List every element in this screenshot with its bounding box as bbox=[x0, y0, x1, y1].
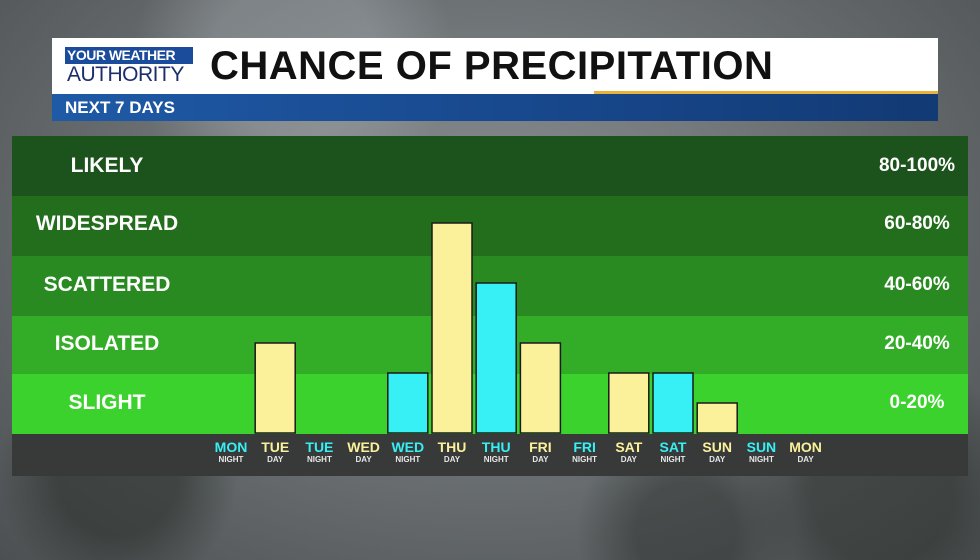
subtitle: NEXT 7 DAYS bbox=[65, 98, 175, 117]
x-tick-day: THU bbox=[481, 439, 511, 455]
x-tick-label: TUE NIGHT bbox=[297, 439, 341, 465]
x-tick-label: FRI DAY bbox=[518, 439, 562, 465]
x-tick-period: DAY bbox=[443, 455, 461, 464]
x-tick-label: WED NIGHT bbox=[386, 439, 430, 465]
x-tick-period: DAY bbox=[709, 455, 726, 464]
bar-sun-day bbox=[696, 402, 738, 434]
band-label: LIKELY bbox=[70, 154, 144, 177]
subtitle-bar: NEXT 7 DAYS bbox=[52, 94, 938, 121]
x-tick-day: TUE bbox=[305, 439, 334, 455]
x-tick-period: NIGHT bbox=[218, 455, 244, 464]
logo-bottom-text: AUTHORITY bbox=[67, 63, 184, 86]
x-tick-period: DAY bbox=[532, 455, 549, 464]
x-tick-day: FRI bbox=[529, 439, 552, 455]
x-axis-bar: MON NIGHT TUE DAY TUE NIGHT WED DAY WED NIGHT THU D… bbox=[12, 434, 968, 476]
x-tick-period: NIGHT bbox=[660, 455, 686, 464]
x-tick-label: SUN DAY bbox=[695, 439, 739, 465]
band-label: SCATTERED bbox=[43, 273, 171, 296]
x-tick-day: THU bbox=[437, 439, 467, 455]
bar-thu-day bbox=[431, 222, 473, 434]
band-label: ISOLATED bbox=[54, 332, 160, 355]
x-tick-label: MON DAY bbox=[784, 439, 828, 465]
bar-tue-day bbox=[254, 342, 296, 434]
precip-chart: LIKELY 80-100% WIDESPREAD 60-80% SCATTER… bbox=[12, 136, 968, 476]
bar-sat-night bbox=[652, 372, 694, 434]
x-tick-day: TUE bbox=[261, 439, 290, 455]
station-logo: YOUR WEATHER AUTHORITY bbox=[65, 47, 193, 85]
band-label: WIDESPREAD bbox=[35, 212, 179, 235]
x-tick-period: NIGHT bbox=[306, 455, 332, 464]
bar-fri-day bbox=[519, 342, 562, 434]
x-tick-period: DAY bbox=[355, 455, 372, 464]
x-tick-day: SAT bbox=[615, 439, 643, 455]
accent-line bbox=[594, 91, 938, 94]
x-tick-label: WED DAY bbox=[342, 439, 386, 465]
band-range: 80-100% bbox=[878, 155, 956, 176]
x-tick-label: THU DAY bbox=[430, 439, 474, 465]
band-range: 0-20% bbox=[889, 392, 945, 413]
x-tick-period: NIGHT bbox=[395, 455, 421, 464]
x-tick-label: MON NIGHT bbox=[209, 439, 253, 465]
bar-layer bbox=[254, 222, 738, 434]
x-tick-day: SUN bbox=[702, 439, 732, 455]
x-tick-period: DAY bbox=[797, 455, 814, 464]
bar-wed-night bbox=[387, 372, 429, 434]
x-tick-label: SAT NIGHT bbox=[651, 439, 695, 465]
bar-thu-night bbox=[475, 282, 517, 434]
page-title: CHANCE OF PRECIPITATION bbox=[210, 44, 774, 88]
x-tick-label: SAT DAY bbox=[607, 439, 651, 465]
x-tick-period: NIGHT bbox=[748, 455, 774, 464]
title-banner: YOUR WEATHER AUTHORITY CHANCE OF PRECIPI… bbox=[52, 38, 938, 94]
x-tick-day: SUN bbox=[746, 439, 777, 455]
x-tick-period: NIGHT bbox=[483, 455, 509, 464]
x-tick-period: NIGHT bbox=[572, 455, 598, 464]
band-likely: LIKELY 80-100% bbox=[12, 136, 968, 196]
band-range: 20-40% bbox=[884, 333, 950, 354]
logo-top-text: YOUR WEATHER bbox=[65, 47, 193, 64]
x-tick-day: MON bbox=[214, 439, 248, 455]
x-tick-label: TUE DAY bbox=[253, 439, 297, 465]
x-tick-day: SAT bbox=[659, 439, 687, 455]
x-tick-label: FRI NIGHT bbox=[563, 439, 607, 465]
x-tick-period: DAY bbox=[620, 455, 637, 464]
x-tick-day: FRI bbox=[573, 439, 596, 455]
x-tick-day: WED bbox=[347, 439, 380, 455]
x-tick-label: THU NIGHT bbox=[474, 439, 518, 465]
x-tick-day: WED bbox=[391, 439, 425, 455]
x-tick-day: MON bbox=[789, 439, 822, 455]
band-range: 40-60% bbox=[884, 274, 950, 295]
x-tick-label: SUN NIGHT bbox=[739, 439, 783, 465]
bar-sat-day bbox=[608, 372, 650, 434]
band-label: SLIGHT bbox=[68, 391, 146, 414]
band-range: 60-80% bbox=[884, 213, 950, 234]
band-widespread: WIDESPREAD 60-80% bbox=[12, 196, 968, 256]
x-tick-period: DAY bbox=[267, 455, 284, 464]
